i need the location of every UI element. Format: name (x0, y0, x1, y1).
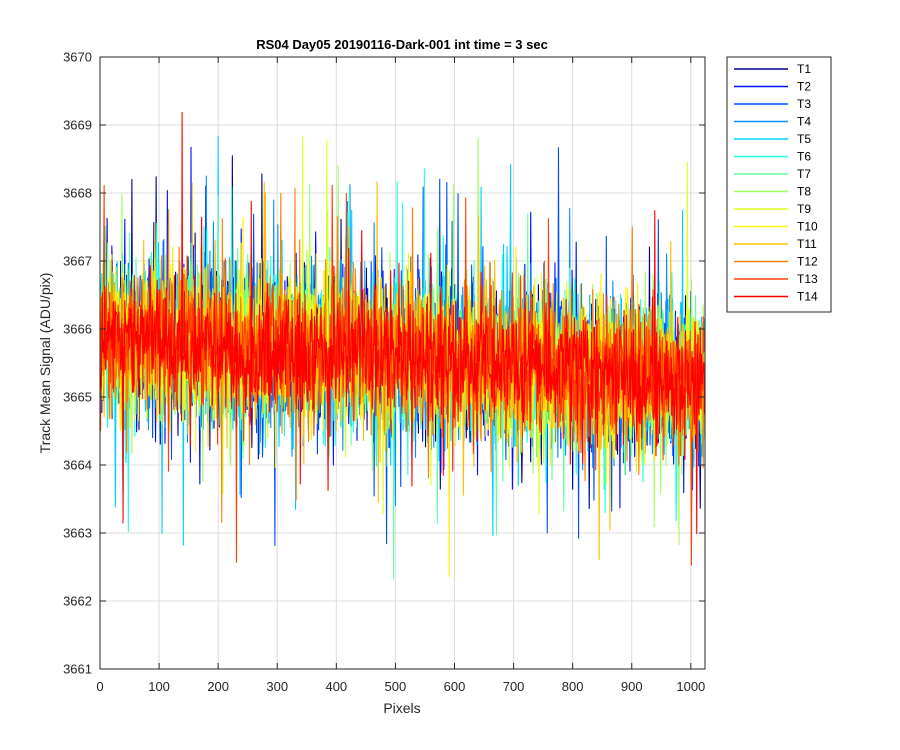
legend-box (726, 56, 832, 313)
x-tick-label: 0 (96, 679, 103, 694)
y-tick-label: 3662 (63, 594, 92, 609)
y-tick-label: 3666 (63, 322, 92, 337)
y-tick-label: 3670 (63, 50, 92, 65)
chart-title: RS04 Day05 20190116-Dark-001 int time = … (256, 37, 548, 52)
x-tick-label: 900 (621, 679, 643, 694)
y-tick-label: 3664 (63, 458, 92, 473)
legend: T1 T2 T3 T4 T5 T6 T7 T8 T9 T10 T11 T12 T13 T14 (726, 56, 832, 313)
x-tick-label: 200 (207, 679, 229, 694)
y-tick-label: 3663 (63, 526, 92, 541)
x-tick-label: 800 (562, 679, 584, 694)
legend-label-t5: T5 (797, 132, 811, 146)
x-tick-label: 400 (325, 679, 347, 694)
legend-label-t13: T13 (797, 272, 818, 286)
legend-label-t9: T9 (797, 202, 811, 216)
legend-label-t8: T8 (797, 185, 811, 199)
legend-label-t10: T10 (797, 220, 818, 234)
x-tick-label: 600 (444, 679, 466, 694)
legend-label-t6: T6 (797, 150, 811, 164)
x-tick-label: 100 (148, 679, 170, 694)
y-tick-labels: 3661 3662 3663 3664 3665 3666 3667 3668 3669 3670 (63, 50, 92, 677)
x-tick-label: 500 (385, 679, 407, 694)
legend-label-t4: T4 (797, 115, 811, 129)
series-line-t14 (99, 111, 705, 535)
legend-label-t3: T3 (797, 97, 811, 111)
x-tick-label: 700 (503, 679, 525, 694)
legend-label-t7: T7 (797, 167, 811, 181)
axes-box (99, 56, 706, 670)
x-tick-labels: 0 100 200 300 400 500 600 700 800 900 1000 (96, 679, 705, 694)
ticks (99, 56, 705, 670)
legend-label-t12: T12 (797, 255, 818, 269)
y-tick-label: 3668 (63, 186, 92, 201)
y-tick-label: 3667 (63, 254, 92, 269)
y-tick-label: 3661 (63, 662, 92, 677)
y-tick-label: 3669 (63, 118, 92, 133)
series-layer (99, 111, 705, 579)
legend-label-t1: T1 (797, 62, 811, 76)
x-tick-label: 1000 (676, 679, 705, 694)
x-tick-label: 300 (266, 679, 288, 694)
x-axis-label: Pixels (383, 700, 420, 716)
y-axis-label: Track Mean Signal (ADU/pix) (37, 273, 53, 454)
legend-label-t2: T2 (797, 80, 811, 94)
legend-label-t14: T14 (797, 290, 818, 304)
y-tick-label: 3665 (63, 390, 92, 405)
legend-label-t11: T11 (797, 237, 817, 251)
